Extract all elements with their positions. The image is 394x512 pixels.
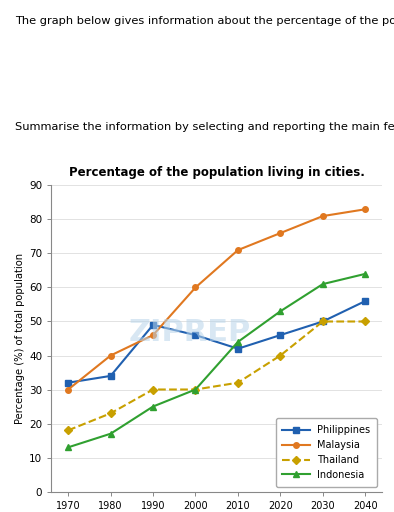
Indonesia [193, 387, 198, 393]
Malaysia [151, 332, 155, 338]
Thailand [108, 410, 113, 416]
Text: Summarise the information by selecting and reporting the main features, and make: Summarise the information by selecting a… [15, 121, 394, 132]
Thailand [236, 379, 240, 386]
Malaysia [236, 247, 240, 253]
Malaysia [193, 285, 198, 291]
Philippines [66, 379, 71, 386]
Malaysia [66, 387, 71, 393]
Indonesia [363, 271, 368, 277]
Line: Philippines: Philippines [65, 298, 368, 386]
Indonesia [320, 281, 325, 287]
Thailand [320, 318, 325, 325]
Title: Percentage of the population living in cities.: Percentage of the population living in c… [69, 166, 364, 179]
Y-axis label: Percentage (%) of total population: Percentage (%) of total population [15, 253, 25, 424]
Indonesia [151, 403, 155, 410]
Malaysia [320, 213, 325, 219]
Indonesia [236, 339, 240, 345]
Thailand [151, 387, 155, 393]
Line: Indonesia: Indonesia [65, 271, 368, 450]
Legend: Philippines, Malaysia, Thailand, Indonesia: Philippines, Malaysia, Thailand, Indones… [275, 418, 377, 487]
Line: Malaysia: Malaysia [65, 206, 368, 392]
Philippines [320, 318, 325, 325]
Philippines [108, 373, 113, 379]
Philippines [151, 322, 155, 328]
Thailand [193, 387, 198, 393]
Philippines [193, 332, 198, 338]
Thailand [363, 318, 368, 325]
Philippines [278, 332, 283, 338]
Malaysia [278, 230, 283, 236]
Indonesia [278, 308, 283, 314]
Thailand [66, 427, 71, 433]
Text: The graph below gives information about the percentage of the population in four: The graph below gives information about … [15, 16, 394, 26]
Indonesia [66, 444, 71, 451]
Malaysia [363, 206, 368, 212]
Line: Thailand: Thailand [65, 318, 368, 433]
Malaysia [108, 352, 113, 358]
Text: ZIPREP: ZIPREP [129, 318, 251, 347]
Thailand [278, 352, 283, 358]
Philippines [236, 346, 240, 352]
Philippines [363, 298, 368, 304]
Indonesia [108, 431, 113, 437]
